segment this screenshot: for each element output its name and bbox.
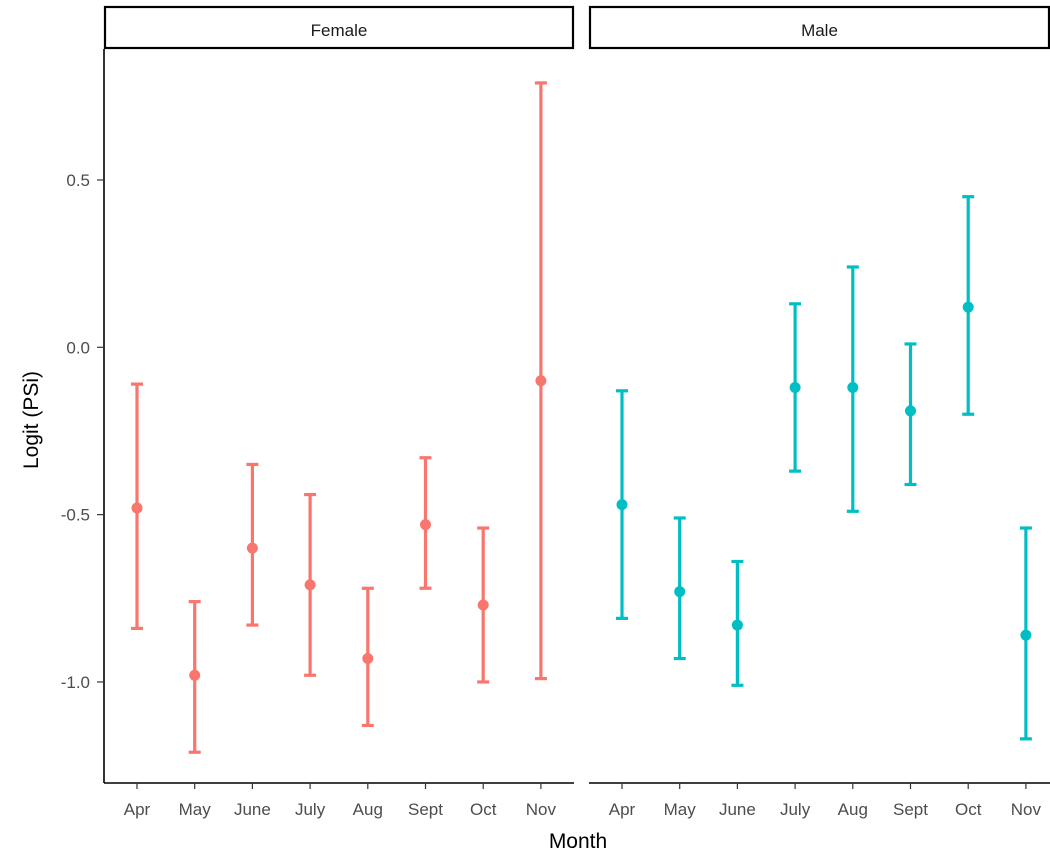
data-point (246, 542, 258, 554)
data-point (420, 519, 431, 531)
facet-strip-label: Male (801, 21, 838, 40)
facet-panel-female: Female Apr May June July Aug Sept Oct Nov (103, 5, 575, 819)
data-point (789, 381, 801, 393)
x-tick-label: Aug (838, 800, 868, 819)
x-tick-label: June (234, 800, 271, 819)
data-point (962, 301, 974, 313)
x-tick-label: Oct (470, 800, 497, 819)
data-point (304, 579, 316, 591)
data-point (189, 669, 201, 681)
x-tick-label: July (295, 800, 326, 819)
x-tick-label: Apr (124, 800, 151, 819)
data-point (847, 381, 859, 393)
y-axis-title: Logit (PSi) (20, 371, 43, 469)
facet-panel-male: Male Apr May June July Aug Sept Oct Nov (588, 5, 1050, 819)
data-point (535, 375, 547, 387)
x-tick-label: Nov (1011, 800, 1042, 819)
data-point (131, 502, 143, 514)
facet-strip (103, 5, 575, 50)
y-axis: 0.5 0.0 -0.5 -1.0 (61, 171, 103, 692)
x-tick-label: Nov (526, 800, 557, 819)
data-point (905, 405, 916, 417)
y-tick-label: -1.0 (61, 673, 90, 692)
y-tick-label: 0.0 (66, 338, 90, 357)
x-tick-label: Oct (955, 800, 982, 819)
facet-strip-label: Female (311, 21, 368, 40)
x-tick-label: Sept (408, 800, 443, 819)
data-point (616, 499, 628, 511)
x-tick-label: May (664, 800, 697, 819)
data-point (477, 599, 489, 611)
x-tick-label: Aug (353, 800, 383, 819)
x-tick-label: Sept (893, 800, 928, 819)
x-tick-label: May (179, 800, 212, 819)
x-tick-label: Apr (609, 800, 636, 819)
x-axis-title: Month (549, 830, 607, 853)
x-tick-label: July (780, 800, 811, 819)
facet-strip (588, 5, 1050, 50)
data-point (674, 586, 686, 598)
facets-layer: Female Apr May June July Aug Sept Oct Nov Male Apr… (103, 5, 1050, 819)
x-tick-label: June (719, 800, 756, 819)
y-tick-label: 0.5 (66, 171, 90, 190)
data-point (362, 653, 374, 665)
data-point (1020, 629, 1032, 641)
y-tick-label: -0.5 (61, 506, 90, 525)
data-point (731, 619, 743, 631)
